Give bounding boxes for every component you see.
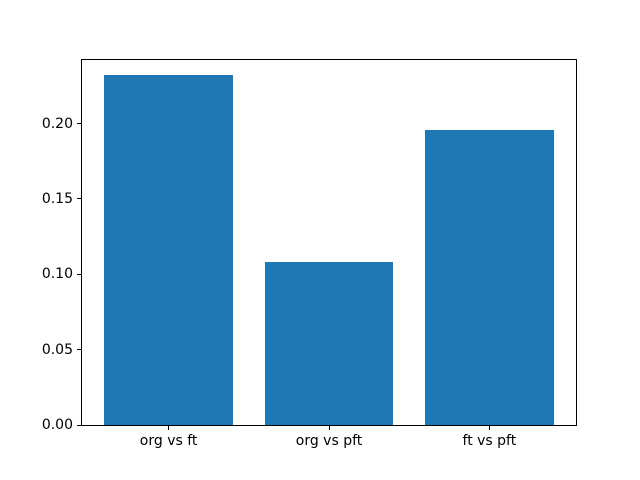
x-tick-mark [328,426,330,430]
y-tick-label: 0.20 [41,115,73,132]
y-tick-mark [77,424,81,426]
y-tick-mark [77,123,81,125]
bar [104,75,233,425]
plot-area [81,59,577,426]
y-tick-label: 0.10 [41,266,73,283]
bar [425,129,554,425]
x-tick-label: ft vs pft [462,433,517,449]
x-tick-label: org vs ft [139,433,198,449]
x-tick-mark [488,426,490,430]
x-tick-mark [168,426,170,430]
y-tick-label: 0.00 [41,417,73,433]
y-tick-mark [77,273,81,275]
y-tick-mark [77,349,81,351]
x-tick-label: org vs pft [295,433,363,449]
y-tick-label: 0.15 [41,190,73,207]
y-tick-label: 0.05 [41,341,73,358]
bar [264,262,394,425]
y-tick-mark [77,198,81,200]
